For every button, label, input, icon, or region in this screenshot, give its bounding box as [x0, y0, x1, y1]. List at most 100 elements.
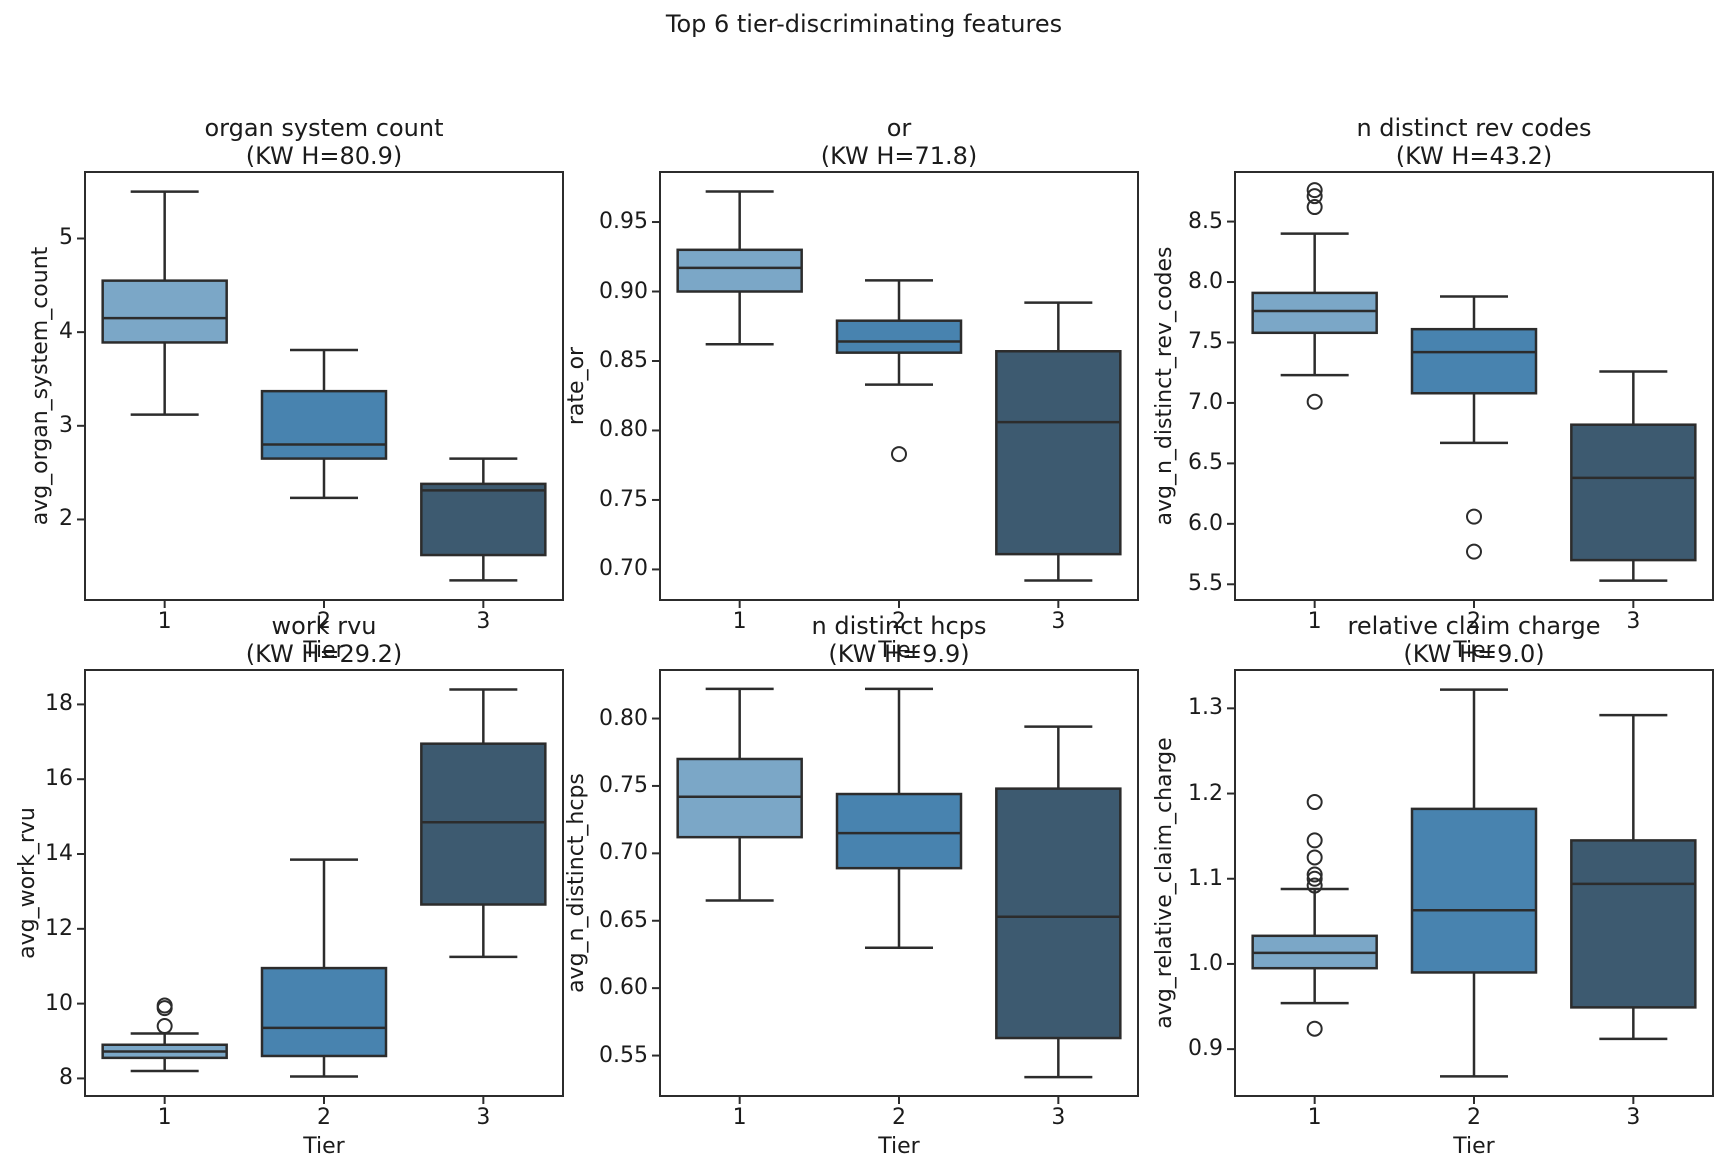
x-tick-label: 3 — [1051, 609, 1066, 634]
x-tick-label: 3 — [1626, 609, 1641, 634]
y-tick-label: 0.55 — [599, 1042, 648, 1068]
y-tick-label: 8.5 — [1188, 208, 1223, 234]
y-tick-label: 4 — [59, 319, 73, 345]
y-tick-label: 18 — [45, 691, 73, 717]
outlier-point — [1306, 1020, 1323, 1037]
iqr-box-tier-2 — [1410, 327, 1538, 395]
y-axis-label: avg_work_rvu — [15, 807, 40, 959]
x-tick-label: 1 — [732, 609, 747, 634]
iqr-box-tier-3 — [995, 787, 1122, 1040]
iqr-box-tier-3 — [420, 742, 547, 906]
y-axis-label: avg_relative_claim_charge — [1152, 737, 1177, 1029]
x-tick-label: 2 — [892, 609, 906, 634]
x-axis-label: Tier — [1453, 1134, 1495, 1159]
y-axis-label: avg_organ_system_count — [28, 246, 53, 526]
subplot-title-relative-claim-charge: relative claim charge (KW H=9.0) — [1347, 612, 1601, 668]
y-tick-label: 3 — [59, 412, 73, 438]
x-axis-label: Tier — [303, 1134, 345, 1159]
y-tick-label: 1.3 — [1188, 695, 1223, 721]
y-tick-label: 6.0 — [1188, 510, 1223, 536]
y-tick-label: 5 — [59, 225, 73, 251]
subplot-n-distinct-rev-codes — [1227, 171, 1714, 608]
box-group-tier-3 — [420, 688, 547, 959]
figure-title: Top 6 tier-discriminating features — [665, 10, 1063, 38]
x-tick-label: 2 — [1467, 1105, 1481, 1130]
outlier-point — [1466, 543, 1482, 560]
box-group-tier-3 — [995, 301, 1122, 582]
y-tick-label: 0.80 — [599, 705, 648, 731]
y-tick-label: 1.1 — [1188, 865, 1223, 891]
x-axis-label: Tier — [878, 1134, 920, 1159]
subplot-title-work-rvu: work rvu (KW H=29.2) — [245, 612, 403, 668]
subplot-work-rvu — [77, 669, 564, 1104]
y-tick-label: 0.9 — [1188, 1036, 1223, 1062]
iqr-box-tier-3 — [420, 482, 547, 557]
box-group-tier-2 — [1410, 688, 1538, 1078]
x-tick-label: 1 — [1307, 609, 1322, 634]
iqr-box-tier-3 — [995, 350, 1122, 556]
outlier-point — [1306, 794, 1323, 811]
y-tick-label: 6.5 — [1188, 450, 1223, 476]
subplot-title-organ-system-count: organ system count (KW H=80.9) — [204, 114, 444, 170]
outlier-point — [1306, 182, 1323, 199]
box-group-tier-1 — [676, 190, 803, 346]
y-tick-label: 0.70 — [599, 840, 648, 866]
iqr-box-tier-2 — [835, 319, 963, 354]
y-tick-label: 14 — [45, 841, 73, 866]
iqr-box-tier-1 — [676, 757, 803, 839]
x-tick-label: 3 — [476, 609, 491, 634]
outlier-point — [1306, 877, 1323, 894]
x-tick-label: 1 — [157, 1105, 172, 1130]
x-tick-label: 2 — [892, 1105, 906, 1130]
subplot-organ-system-count — [77, 171, 564, 608]
box-group-tier-2 — [260, 858, 388, 1078]
outlier-point — [1306, 188, 1323, 205]
y-tick-label: 16 — [45, 766, 73, 792]
outlier-point — [1306, 870, 1323, 887]
subplot-or — [652, 171, 1139, 608]
outlier-point — [891, 446, 907, 463]
x-tick-label: 1 — [1307, 1105, 1322, 1130]
box-group-tier-2 — [260, 348, 388, 500]
y-tick-label: 2 — [59, 506, 73, 532]
box-group-tier-1 — [101, 997, 228, 1073]
outlier-point — [156, 1018, 173, 1035]
x-tick-label: 3 — [1626, 1105, 1641, 1130]
y-tick-label: 1.2 — [1188, 780, 1223, 806]
box-group-tier-2 — [835, 279, 963, 463]
outlier-point — [1466, 508, 1482, 525]
outlier-point — [1306, 866, 1323, 883]
iqr-box-tier-3 — [1570, 839, 1697, 1009]
y-tick-label: 0.80 — [599, 417, 648, 443]
y-axis-label: rate_or — [564, 346, 589, 426]
iqr-box-tier-1 — [101, 279, 228, 344]
box-group-tier-1 — [676, 687, 803, 902]
y-tick-label: 1.0 — [1188, 950, 1223, 976]
y-tick-label: 12 — [45, 915, 73, 941]
y-tick-label: 7.0 — [1188, 389, 1223, 415]
y-tick-label: 7.5 — [1188, 329, 1223, 355]
x-tick-label: 2 — [1467, 609, 1481, 634]
outlier-point — [1306, 199, 1323, 216]
subplot-title-n-distinct-hcps: n distinct hcps (KW H=9.9) — [811, 612, 987, 668]
y-tick-label: 0.60 — [599, 975, 648, 1001]
iqr-box-tier-2 — [260, 966, 388, 1058]
iqr-box-tier-1 — [676, 248, 803, 293]
box-group-tier-2 — [835, 687, 963, 949]
x-tick-label: 1 — [157, 609, 172, 634]
box-group-tier-1 — [1251, 794, 1378, 1037]
y-tick-label: 0.75 — [599, 772, 648, 798]
box-group-tier-1 — [1251, 182, 1378, 410]
x-axis-label: Tier — [1453, 638, 1495, 663]
iqr-box-tier-2 — [1410, 807, 1538, 974]
iqr-box-tier-3 — [1570, 423, 1697, 562]
outlier-point — [1306, 849, 1323, 866]
y-tick-label: 0.95 — [599, 209, 648, 235]
y-tick-label: 8 — [59, 1065, 73, 1091]
outlier-point — [1306, 393, 1323, 410]
subplot-title-or: or (KW H=71.8) — [820, 114, 978, 170]
y-tick-label: 0.90 — [599, 278, 648, 304]
box-group-tier-3 — [1570, 713, 1697, 1041]
x-tick-label: 2 — [317, 609, 331, 634]
